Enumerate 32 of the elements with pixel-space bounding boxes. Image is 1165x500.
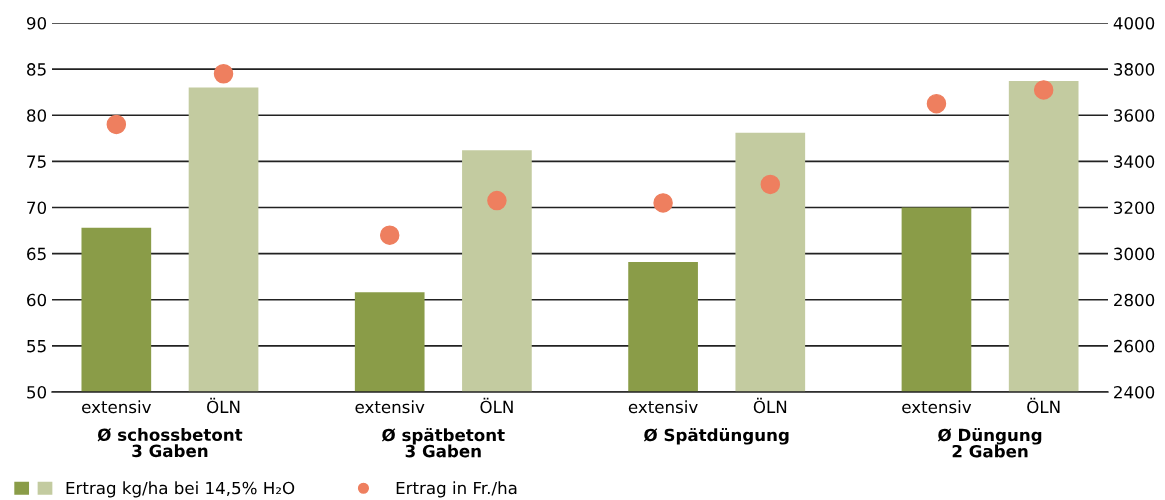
x-tick-label: ÖLN — [1027, 397, 1060, 414]
x-tick-label: ÖLN — [753, 397, 787, 414]
y-tick-label: 50 — [27, 385, 47, 399]
x-tick-label: ÖLN — [480, 397, 513, 414]
x-tick-label: ÖLN — [207, 397, 240, 414]
text: Ø schossbetont 3 Gaben — [97, 428, 243, 458]
legend-label: Ertrag in Fr./ha — [396, 481, 517, 498]
x-tick-label: extensiv — [628, 400, 698, 414]
y-tick-label: 60 — [27, 293, 47, 307]
y-tick-label: 90 — [26, 16, 47, 30]
x-tick-label: extensiv — [355, 400, 425, 414]
y-tick-label: 65 — [27, 247, 46, 261]
y2-tick-label: 4000 — [1113, 16, 1155, 30]
y-tick-label: 70 — [27, 201, 47, 215]
x-tick-label: extensiv — [82, 400, 151, 414]
y-tick-label: 85 — [27, 63, 46, 76]
legend-label: Ertrag kg/ha bei 14,5% H₂O — [66, 481, 295, 498]
text: Ø spätbetont 3 Gaben — [381, 428, 505, 458]
text: Ø Düngung 2 Gaben — [937, 428, 1042, 458]
text: Ø Spätdüngung — [643, 428, 789, 445]
y-tick-label: 80 — [27, 109, 47, 122]
y-tick-label: 55 — [27, 340, 46, 353]
y-tick-label: 75 — [27, 155, 46, 168]
y2-tick-label: 3400 — [1114, 155, 1155, 168]
y2-tick-label: 3200 — [1114, 201, 1155, 215]
y2-tick-label: 2400 — [1114, 385, 1155, 399]
y2-tick-label: 2800 — [1114, 293, 1155, 307]
y2-tick-label: 3600 — [1114, 109, 1155, 122]
y2-tick-label: 3800 — [1114, 63, 1155, 76]
y2-tick-label: 2600 — [1114, 339, 1155, 353]
x-tick-label: extensiv — [902, 400, 972, 414]
y2-tick-label: 3000 — [1114, 247, 1155, 261]
